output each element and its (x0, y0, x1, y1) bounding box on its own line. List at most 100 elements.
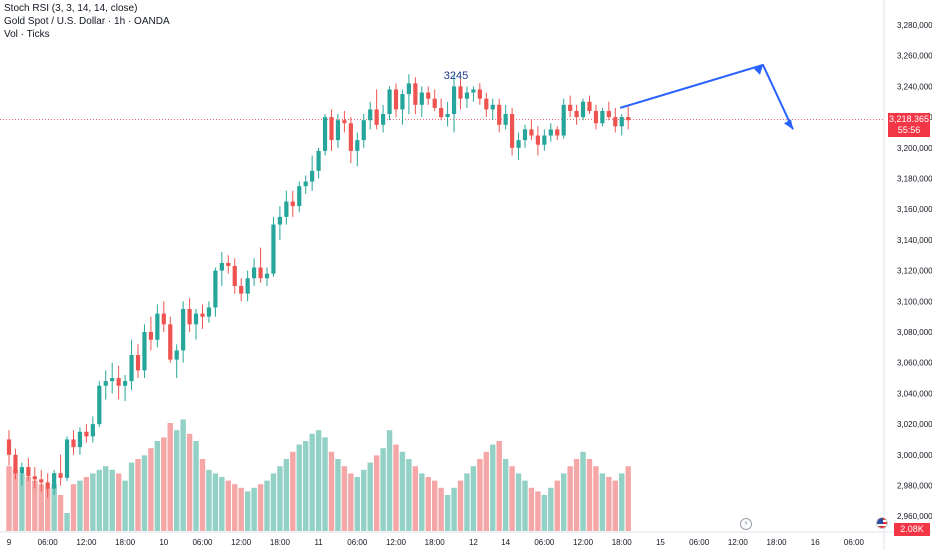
candle-body (361, 120, 366, 141)
volume-bar (335, 459, 341, 531)
volume-bar (515, 473, 522, 531)
candle-body (548, 129, 553, 136)
candle-body (387, 89, 392, 115)
volume-bar (290, 451, 296, 531)
volume-bar (283, 459, 290, 531)
candle-body (52, 473, 57, 489)
x-tick-label: 18:00 (270, 538, 291, 547)
volume-bar (154, 441, 161, 531)
candle-body (252, 267, 257, 279)
volume-bar (64, 513, 70, 531)
volume-bar (464, 473, 470, 531)
candle-body (355, 140, 360, 151)
candle-body (471, 89, 476, 93)
lightning-icon[interactable]: ⚡ (740, 518, 752, 530)
volume-bar (322, 437, 328, 531)
volume-bar (238, 487, 244, 531)
volume-bar (141, 455, 148, 531)
candle-body (374, 109, 379, 125)
volume-bar (309, 433, 315, 531)
candle-body (606, 110, 611, 118)
x-tick-label: 18:00 (767, 538, 788, 547)
candle-body (516, 140, 521, 148)
volume-bar (315, 430, 322, 531)
y-tick-label: 3,200,000 (897, 144, 932, 153)
volume-bar (57, 495, 64, 531)
volume-bar (509, 466, 515, 531)
volume-bar (135, 459, 141, 531)
volume-bar (257, 484, 264, 531)
volume-bar (496, 441, 502, 531)
candle-body (561, 104, 566, 136)
candle-body (497, 104, 502, 125)
candle-body (613, 117, 618, 127)
candle-body (64, 439, 70, 478)
volume-bar (19, 473, 25, 531)
volume-bar (167, 423, 173, 531)
candle-body (168, 324, 173, 360)
x-tick-label: 12:00 (728, 538, 749, 547)
volume-bar (122, 480, 128, 531)
volume-bar (406, 459, 412, 531)
volume-bar (109, 469, 115, 531)
volume-bar (354, 477, 360, 531)
volume-bar (573, 459, 580, 531)
volume-bar (6, 466, 12, 531)
x-tick-label: 16 (811, 538, 820, 547)
volume-bar (51, 484, 57, 531)
candle-body (45, 482, 50, 489)
candle-body (116, 378, 121, 386)
x-tick-label: 06:00 (192, 538, 213, 547)
volume-bar (38, 484, 44, 531)
candle-body (135, 355, 141, 371)
x-tick-label: 10 (159, 538, 168, 547)
candle-body (348, 123, 353, 151)
y-tick-label: 2,980,000 (897, 482, 932, 491)
candle-body (206, 307, 212, 317)
y-tick-label: 3,060,000 (897, 359, 932, 368)
volume-bar (425, 477, 431, 531)
candle-body (19, 467, 24, 474)
volume-bar (206, 469, 212, 531)
volume-bar (77, 480, 83, 531)
peak-annotation: 3245 (444, 70, 468, 82)
x-tick-label: 18:00 (115, 538, 136, 547)
volume-label: Vol · Ticks (4, 29, 50, 40)
volume-bar (567, 466, 573, 531)
volume-bar (70, 484, 77, 531)
candle-body (458, 86, 463, 99)
candle-body (574, 110, 579, 118)
last-price-badge: 3,218.365 55:56 (888, 112, 930, 137)
volume-bar (554, 480, 560, 531)
x-tick-label: 12 (469, 538, 478, 547)
candle-body (193, 313, 199, 325)
x-tick-label: 06:00 (534, 538, 555, 547)
volume-bar (83, 477, 90, 531)
volume-bar (45, 487, 51, 531)
y-tick-label: 3,120,000 (897, 267, 932, 276)
volume-bar (225, 480, 231, 531)
candle-body (200, 313, 205, 317)
candle-body (406, 83, 411, 95)
candle-body (381, 114, 386, 125)
volume-bar (470, 466, 477, 531)
candle-body (239, 285, 244, 294)
candle-body (290, 201, 295, 207)
volume-bar (186, 433, 193, 531)
volume-bar (303, 441, 309, 531)
volume-bar (612, 480, 618, 531)
candle-body (542, 135, 547, 145)
candle-body (258, 267, 263, 279)
volume-bar (367, 462, 373, 531)
volume-bar (103, 466, 109, 531)
volume-bar (451, 487, 457, 531)
volume-bar (457, 480, 464, 531)
candle-body (58, 473, 63, 478)
candle-body (310, 170, 315, 182)
y-tick-label: 3,140,000 (897, 236, 932, 245)
volume-bar (90, 473, 96, 531)
candle-body (626, 117, 631, 121)
candle-body (26, 467, 31, 477)
y-tick-label: 3,000,000 (897, 451, 932, 460)
